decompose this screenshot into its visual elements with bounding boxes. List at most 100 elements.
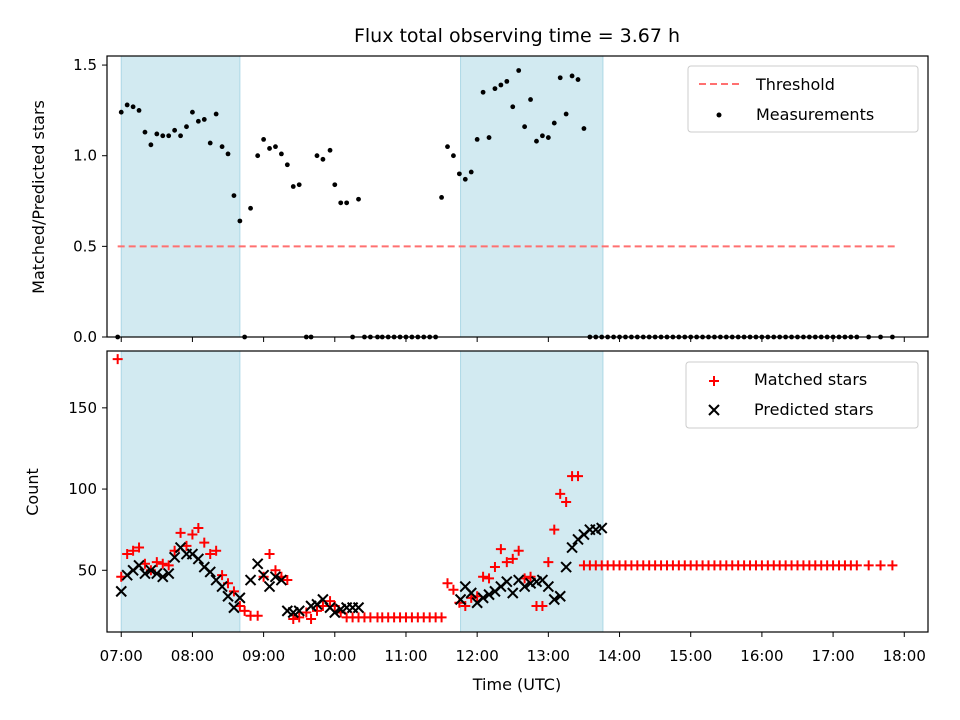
predicted-star-point bbox=[204, 566, 216, 578]
measurement-point bbox=[468, 169, 474, 175]
matched-star-point bbox=[561, 497, 572, 508]
measurement-point bbox=[480, 89, 486, 95]
measurement-point bbox=[516, 68, 522, 73]
measurement-point bbox=[314, 153, 320, 159]
matched-star-point bbox=[301, 607, 312, 618]
predicted-star-point bbox=[139, 567, 151, 580]
matched-star-point bbox=[513, 545, 524, 556]
measurement-point bbox=[172, 127, 178, 133]
measurement-point bbox=[190, 109, 195, 115]
top-y-tick-label: 0.0 bbox=[73, 328, 97, 346]
top-y-tick-label: 1.5 bbox=[73, 56, 97, 74]
measurement-point bbox=[356, 196, 361, 202]
x-tick-label: 08:00 bbox=[171, 647, 214, 665]
measurement-point bbox=[451, 153, 456, 159]
top-y-tick-label: 1.0 bbox=[73, 147, 97, 165]
matched-legend-label: Matched stars bbox=[754, 370, 867, 389]
measurement-point bbox=[344, 200, 350, 206]
measurement-point bbox=[439, 195, 444, 200]
predicted-star-point bbox=[133, 559, 145, 572]
measurement-point bbox=[445, 144, 450, 150]
predicted-star-point bbox=[483, 588, 495, 601]
top-legend-box bbox=[687, 65, 919, 133]
predicted-star-point bbox=[596, 522, 608, 534]
matched-star-point bbox=[460, 601, 471, 612]
matched-star-point bbox=[442, 578, 453, 589]
measurement-point bbox=[160, 133, 166, 139]
measurement-point bbox=[462, 176, 468, 182]
bottom-legend: Matched stars Predicted stars bbox=[685, 361, 919, 429]
measurement-point bbox=[130, 104, 136, 110]
predicted-star-point bbox=[566, 541, 578, 554]
x-axis: 07:00 08:00 09:00 10:00 11:00 12:00 13:00 14:00… bbox=[100, 337, 926, 665]
bottom-observing-span-0 bbox=[121, 351, 240, 632]
measurements-legend-label: Measurements bbox=[756, 105, 874, 124]
matched-star-point bbox=[282, 575, 293, 586]
matched-star-point bbox=[478, 571, 489, 582]
x-tick-label: 11:00 bbox=[384, 647, 427, 665]
matched-star-point bbox=[122, 549, 133, 560]
x-tick-label: 17:00 bbox=[811, 647, 854, 665]
matched-star-point bbox=[157, 558, 168, 569]
top-observing-spans bbox=[120, 56, 604, 337]
measurement-point bbox=[528, 97, 533, 102]
bottom-observing-span-1 bbox=[460, 351, 603, 632]
measurement-point bbox=[225, 151, 231, 157]
matched-star-point bbox=[549, 524, 560, 535]
predicted-legend-label: Predicted stars bbox=[754, 400, 874, 419]
predicted-star-point bbox=[501, 575, 513, 588]
predicted-star-point bbox=[145, 564, 157, 576]
predicted-star-point bbox=[560, 561, 572, 573]
measurements-legend-swatch bbox=[716, 112, 722, 118]
measurement-point bbox=[201, 117, 207, 122]
measurement-point bbox=[290, 184, 296, 189]
measurement-point bbox=[486, 135, 492, 140]
matched-star-point bbox=[887, 560, 898, 571]
matched-star-point bbox=[863, 560, 874, 571]
measurement-point bbox=[136, 107, 142, 113]
bottom-y-tick-label: 150 bbox=[68, 399, 97, 417]
measurement-point bbox=[492, 86, 498, 92]
matched-star-point bbox=[448, 584, 459, 595]
predicted-star-point bbox=[548, 593, 560, 606]
x-tick-label: 07:00 bbox=[100, 647, 143, 665]
predicted-star-point bbox=[216, 580, 228, 593]
top-legend: Threshold Measurements bbox=[687, 65, 919, 133]
matched-star-point bbox=[555, 488, 566, 499]
measurement-point bbox=[474, 136, 480, 142]
top-y-axis: 0.0 0.5 1.0 1.5 bbox=[73, 56, 107, 346]
measurement-point bbox=[184, 124, 189, 130]
predicted-star-point bbox=[477, 592, 489, 604]
predicted-star-point bbox=[465, 587, 477, 599]
measurement-point bbox=[557, 75, 563, 81]
bottom-legend-box bbox=[685, 361, 919, 429]
matched-star-point bbox=[199, 537, 210, 548]
measurement-point bbox=[510, 104, 516, 110]
predicted-star-point bbox=[554, 590, 566, 602]
predicted-star-point bbox=[507, 587, 519, 599]
matched-star-point bbox=[501, 557, 512, 568]
threshold-legend-label: Threshold bbox=[755, 75, 835, 94]
measurement-point bbox=[540, 133, 545, 139]
measurement-point bbox=[124, 102, 130, 108]
matched-star-point bbox=[252, 610, 263, 621]
x-tick-label: 10:00 bbox=[313, 647, 356, 665]
measurement-point bbox=[551, 120, 557, 126]
bottom-y-tick-label: 50 bbox=[78, 561, 97, 579]
measurement-point bbox=[279, 151, 284, 157]
matched-star-point bbox=[228, 586, 239, 597]
matched-star-point bbox=[507, 553, 518, 564]
measurement-point bbox=[575, 77, 581, 82]
measurement-point bbox=[284, 162, 290, 168]
predicted-star-point bbox=[244, 574, 257, 586]
measurement-point bbox=[563, 111, 569, 117]
measurement-point bbox=[166, 133, 172, 139]
measurement-point bbox=[338, 200, 344, 206]
x-tick-label: 13:00 bbox=[527, 647, 570, 665]
measurement-point bbox=[332, 182, 338, 188]
x-tick-label: 14:00 bbox=[598, 647, 641, 665]
measurement-point bbox=[456, 171, 462, 177]
matched-star-point bbox=[525, 571, 536, 582]
measurement-point bbox=[142, 129, 148, 135]
predicted-star-point bbox=[168, 551, 181, 563]
